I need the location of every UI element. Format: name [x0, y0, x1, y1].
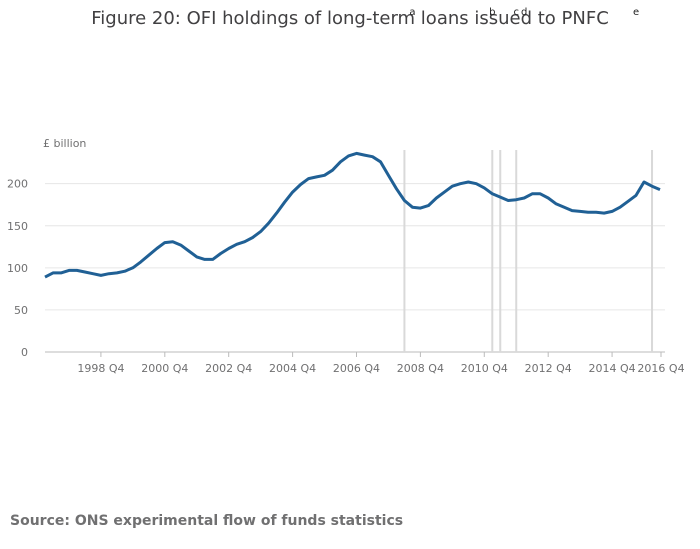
chart-title: Figure 20: OFI holdings of long-term loa… — [91, 8, 609, 29]
y-tick-label: 200 — [7, 178, 28, 191]
y-tick-label: 50 — [14, 304, 28, 317]
annotation-label: a — [409, 7, 415, 18]
x-tick-label: 2002 Q4 — [205, 362, 252, 375]
y-tick-label: 150 — [7, 220, 28, 233]
x-tick-label: 1998 Q4 — [77, 362, 124, 375]
x-tick-label: 2016 Q4 — [637, 362, 684, 375]
x-tick-label: 2006 Q4 — [333, 362, 380, 375]
annotation-label: e — [633, 7, 639, 18]
x-tick-label: 2000 Q4 — [141, 362, 188, 375]
series-group — [44, 151, 661, 279]
annotation-label: c — [513, 7, 519, 18]
x-tick-label: 2004 Q4 — [269, 362, 316, 375]
y-tick-label: 100 — [7, 262, 28, 275]
gridlines — [45, 183, 665, 353]
x-tick-label: 2010 Q4 — [461, 362, 508, 375]
source-note: Source: ONS experimental flow of funds s… — [10, 513, 404, 529]
series-line — [44, 151, 661, 279]
x-tick-label: 2008 Q4 — [397, 362, 444, 375]
annotation-label: d — [521, 7, 527, 18]
x-tick-label: 2014 Q4 — [588, 362, 635, 375]
y-axis: 0 50 100 150 200 — [7, 178, 28, 359]
annotation-label: b — [489, 7, 495, 18]
x-axis: 1998 Q4 2000 Q4 2002 Q4 2004 Q4 2006 Q4 2008 … — [77, 352, 685, 375]
event-lines — [403, 150, 654, 352]
x-tick-label: 2012 Q4 — [525, 362, 572, 375]
y-axis-label: £ billion — [43, 137, 86, 150]
y-tick-label: 0 — [21, 346, 28, 359]
